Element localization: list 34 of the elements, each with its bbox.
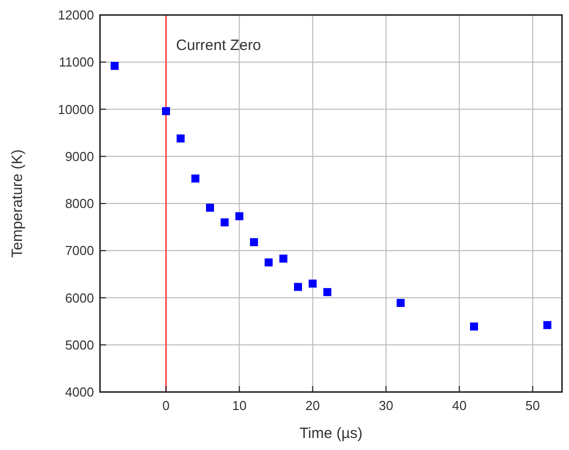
y-tick-label: 6000 xyxy=(65,290,94,306)
point xyxy=(279,254,288,263)
y-tick-label: 11000 xyxy=(58,54,94,70)
x-tick-label: 0 xyxy=(162,398,170,413)
point xyxy=(206,204,214,212)
point xyxy=(543,321,552,330)
point xyxy=(470,322,478,330)
point xyxy=(264,258,273,266)
point xyxy=(191,174,200,183)
y-tick-label: 9000 xyxy=(65,148,94,164)
x-tick-label: 50 xyxy=(525,398,540,413)
ref-line-label: Current Zero xyxy=(176,37,262,54)
point xyxy=(323,288,332,296)
y-tick-label: 4000 xyxy=(65,384,94,400)
x-tick-label: 40 xyxy=(452,398,467,413)
x-tick-label: 10 xyxy=(232,398,247,413)
point xyxy=(250,238,258,246)
x-axis-title: Time (µs) xyxy=(299,425,363,442)
y-tick-label: 10000 xyxy=(58,102,94,117)
x-tick-label: 30 xyxy=(378,398,394,413)
point xyxy=(235,212,244,220)
y-tick-label: 7000 xyxy=(65,243,94,258)
y-tick-label: 8000 xyxy=(65,196,94,211)
point xyxy=(176,134,185,142)
point xyxy=(294,282,302,291)
y-tick-label: 5000 xyxy=(65,337,94,352)
point xyxy=(396,298,405,307)
point xyxy=(110,62,119,70)
point xyxy=(308,280,317,288)
point xyxy=(162,107,170,116)
x-tick-label: 20 xyxy=(305,398,320,413)
y-tick-label: 12000 xyxy=(58,8,94,22)
point xyxy=(220,218,229,226)
y-axis-title: Temperature (K) xyxy=(9,149,26,258)
